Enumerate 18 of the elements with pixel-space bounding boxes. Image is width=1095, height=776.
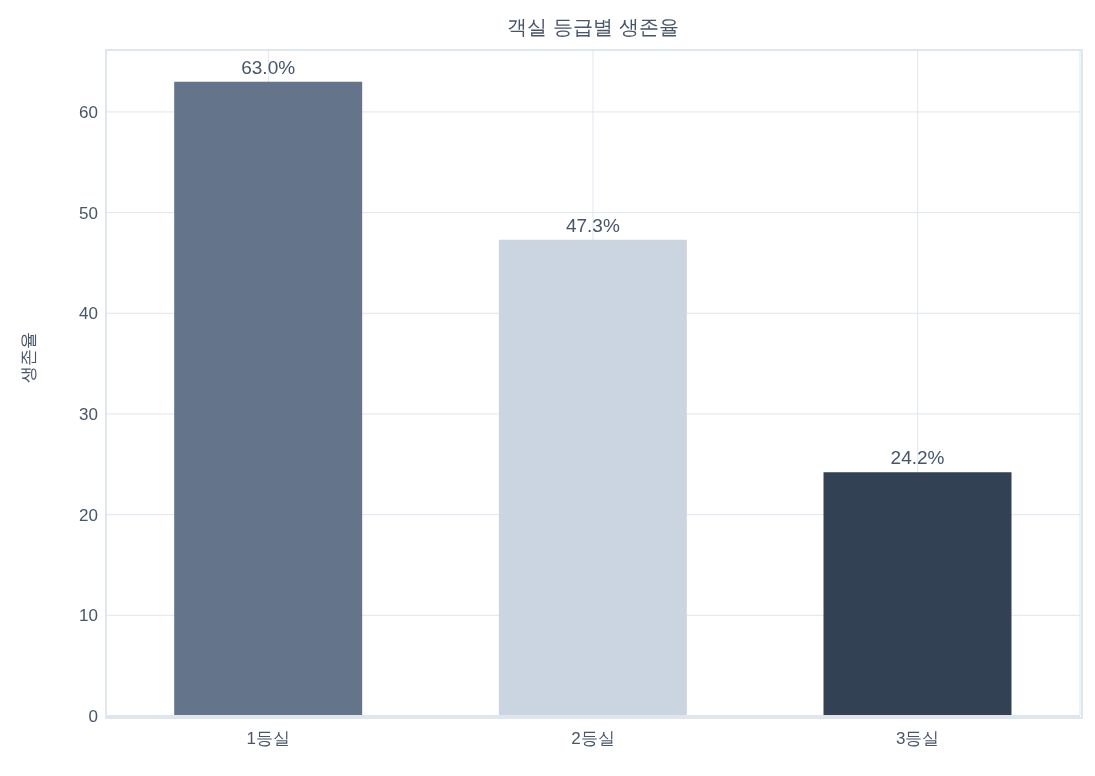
y-tick-label: 10 (79, 606, 98, 626)
x-tick-label: 3등실 (895, 729, 940, 749)
bar (174, 81, 363, 716)
y-tick-label: 60 (79, 102, 98, 122)
bar (823, 472, 1012, 716)
y-tick-label: 0 (88, 707, 98, 727)
chart-title: 객실 등급별 생존율 (506, 15, 680, 40)
y-tick-label: 30 (79, 404, 98, 424)
x-tick-label: 2등실 (571, 729, 615, 749)
bar (498, 239, 687, 716)
x-tick-label: 1등실 (246, 729, 291, 749)
y-tick-label: 50 (79, 203, 98, 223)
y-tick-label: 40 (79, 304, 98, 324)
data-label: 24.2% (890, 447, 945, 469)
y-tick-label: 20 (79, 505, 98, 525)
data-label: 63.0% (241, 56, 296, 78)
y-axis-title: 생존율 (19, 332, 39, 383)
data-label: 47.3% (565, 214, 620, 236)
